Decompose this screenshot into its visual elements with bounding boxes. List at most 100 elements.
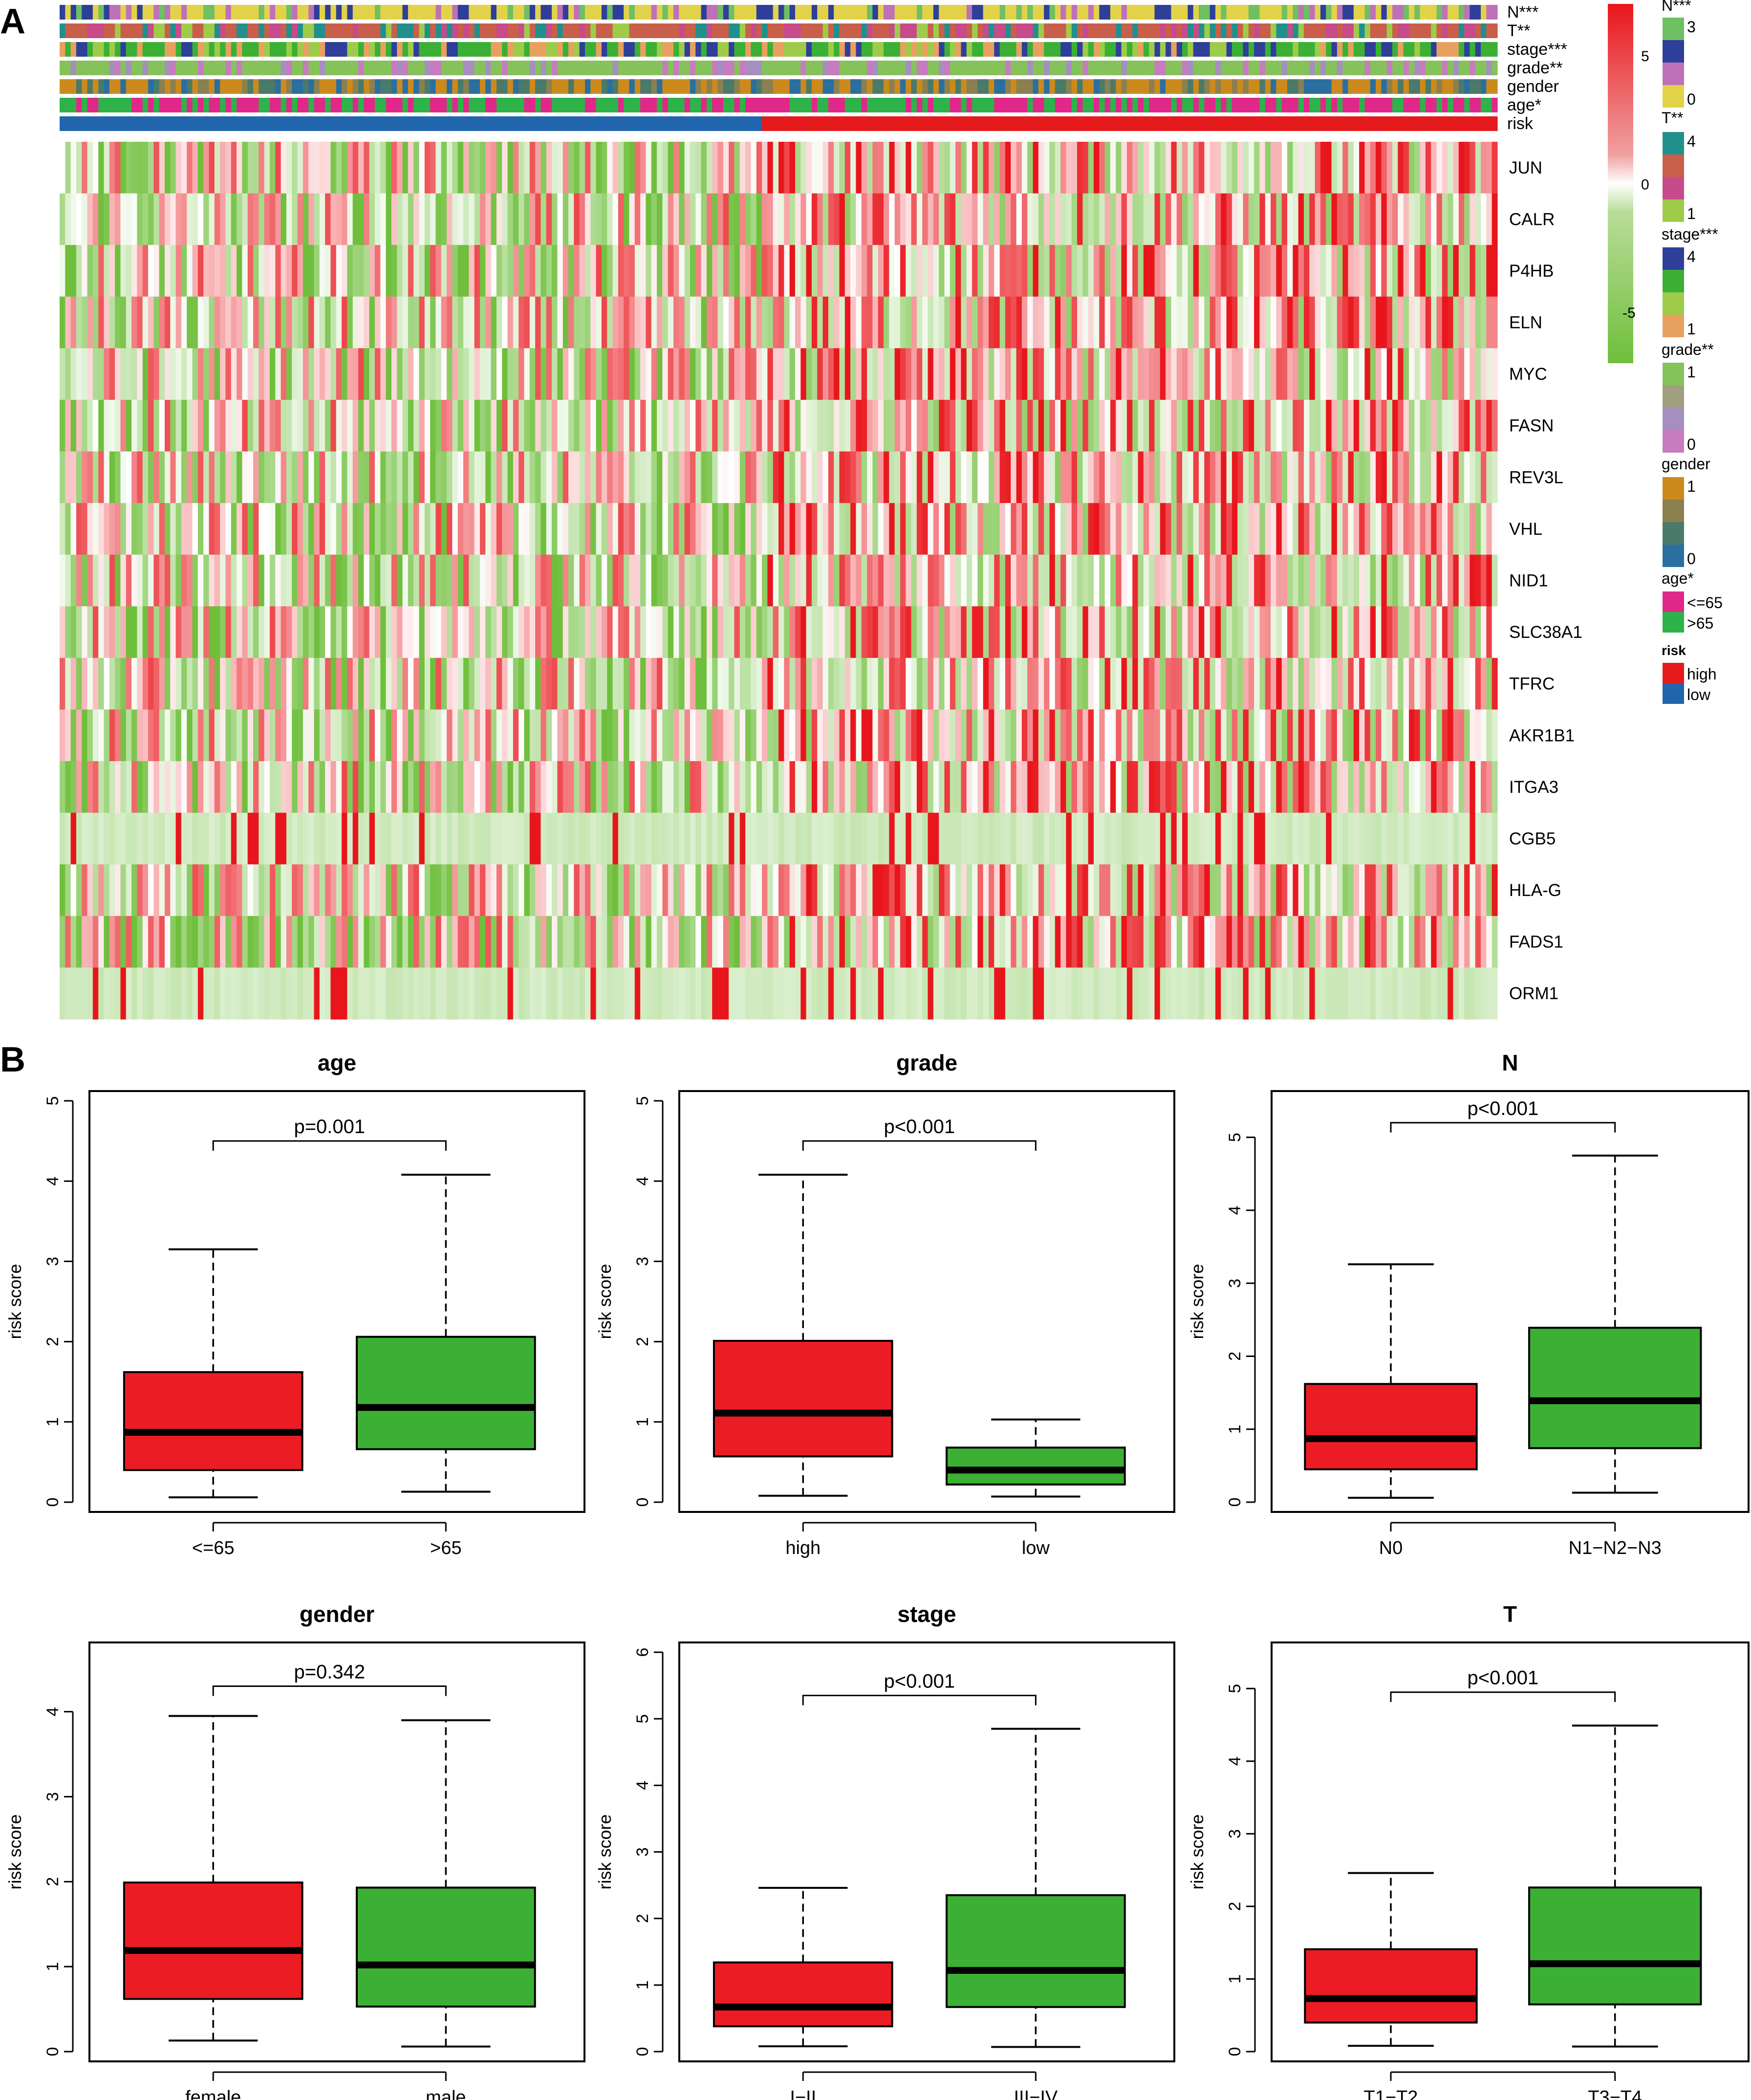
track-cell <box>1226 42 1232 57</box>
heat-cell <box>1160 348 1166 400</box>
heat-cell <box>646 296 652 349</box>
track-cell <box>1049 79 1056 94</box>
heat-cell <box>120 657 127 710</box>
heat-cell <box>607 296 613 349</box>
track-cell <box>1166 116 1171 131</box>
heat-cell <box>469 245 475 297</box>
track-cell <box>485 5 492 20</box>
heat-cell <box>972 399 978 452</box>
heat-cell <box>1005 193 1011 245</box>
heat-cell <box>1298 554 1304 607</box>
heat-cell <box>784 142 790 194</box>
heat-cell <box>734 193 740 245</box>
heat-cell <box>1392 709 1398 762</box>
heat-cell <box>1055 503 1061 555</box>
heat-cell <box>1016 142 1022 194</box>
heat-cell <box>1093 709 1100 762</box>
heat-cell <box>1027 709 1034 762</box>
track-cell <box>961 79 967 94</box>
track-cell <box>1077 98 1083 112</box>
heat-cell <box>120 296 127 349</box>
track-cell <box>1458 42 1465 57</box>
heat-cell <box>701 503 707 555</box>
track-cell <box>646 5 652 20</box>
heat-cell <box>657 193 663 245</box>
track-cell <box>457 79 464 94</box>
heat-cell <box>745 451 752 503</box>
track-label: gender <box>1507 77 1559 96</box>
track-cell <box>900 61 906 75</box>
heat-cell <box>259 348 265 400</box>
track-cell <box>1337 42 1343 57</box>
track-cell <box>507 61 514 75</box>
heat-cell <box>524 296 530 349</box>
heat-cell <box>502 348 508 400</box>
heat-cell <box>1420 399 1426 452</box>
track-cell <box>87 79 93 94</box>
heat-cell <box>463 245 469 297</box>
heat-cell <box>1215 348 1221 400</box>
track-cell <box>651 42 657 57</box>
track-cell <box>1093 79 1100 94</box>
track-cell <box>762 79 768 94</box>
heat-cell <box>308 142 315 194</box>
track-cell <box>369 116 375 131</box>
track-cell <box>430 5 436 20</box>
heat-cell <box>684 657 691 710</box>
track-cell <box>1198 42 1205 57</box>
track-cell <box>1021 61 1028 75</box>
heat-cell <box>966 503 973 555</box>
heat-cell <box>972 554 978 607</box>
track-cell <box>1464 42 1470 57</box>
track-cell <box>424 23 431 38</box>
heat-cell <box>1436 451 1443 503</box>
heat-cell <box>977 657 984 710</box>
heat-cell <box>988 606 994 658</box>
track-cell <box>380 116 387 131</box>
heat-cell <box>618 296 624 349</box>
heat-cell <box>1486 296 1492 349</box>
track-cell <box>706 61 713 75</box>
heat-cell <box>303 709 309 762</box>
track-cell <box>552 116 558 131</box>
heat-cell <box>1071 657 1078 710</box>
heat-cell <box>220 606 226 658</box>
heat-cell <box>1392 142 1398 194</box>
heat-cell <box>447 451 453 503</box>
track-cell <box>966 5 973 20</box>
heat-cell <box>502 554 508 607</box>
heat-cell <box>148 554 154 607</box>
heat-cell <box>286 657 292 710</box>
track-cell <box>1453 116 1459 131</box>
track-cell <box>557 23 563 38</box>
track-cell <box>364 116 370 131</box>
heat-cell <box>1298 296 1304 349</box>
heat-cell <box>281 193 287 245</box>
heat-cell <box>1221 193 1227 245</box>
heat-cell <box>1071 245 1078 297</box>
heat-cell <box>1044 709 1050 762</box>
heat-cell <box>1193 554 1199 607</box>
heat-cell <box>1492 503 1498 555</box>
track-cell <box>1116 79 1122 94</box>
track-cell <box>1210 61 1216 75</box>
heat-cell <box>834 193 840 245</box>
heat-cell <box>1320 245 1326 297</box>
heat-cell <box>1320 296 1326 349</box>
track-cell <box>574 42 580 57</box>
heat-cell <box>1248 399 1254 452</box>
heat-cell <box>640 503 647 555</box>
track-cell <box>950 61 956 75</box>
heat-cell <box>590 142 597 194</box>
heat-cell <box>441 503 447 555</box>
track-cell <box>684 42 691 57</box>
track-cell <box>369 98 375 112</box>
track-cell <box>1038 23 1044 38</box>
track-cell <box>717 79 724 94</box>
heat-cell <box>159 348 165 400</box>
heat-cell <box>319 554 325 607</box>
heat-cell <box>778 142 784 194</box>
track-cell <box>1093 61 1100 75</box>
heat-cell <box>82 399 88 452</box>
track-cell <box>778 5 784 20</box>
